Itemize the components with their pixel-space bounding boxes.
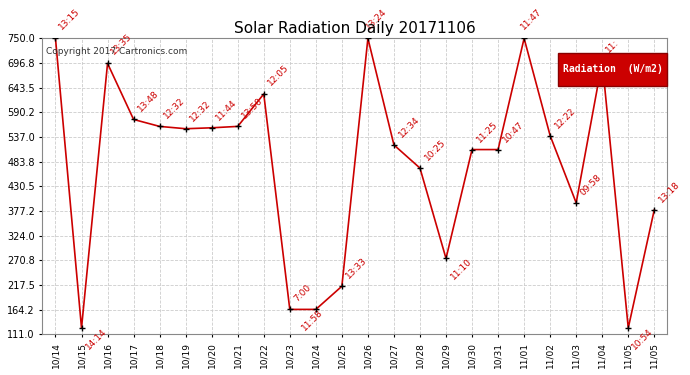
Text: 12:22: 12:22: [553, 106, 577, 130]
Title: Solar Radiation Daily 20171106: Solar Radiation Daily 20171106: [234, 21, 476, 36]
Text: 11:10: 11:10: [448, 257, 473, 282]
Text: 7:00: 7:00: [293, 283, 313, 304]
Text: 13:48: 13:48: [136, 89, 161, 114]
Text: 10:54: 10:54: [629, 327, 654, 351]
Text: 11:58: 11:58: [300, 308, 325, 333]
Text: 11:25: 11:25: [475, 120, 500, 144]
Text: 14:14: 14:14: [84, 327, 108, 351]
Text: 11:: 11:: [604, 38, 620, 55]
Text: 11:44: 11:44: [215, 98, 239, 122]
Text: Copyright 2017 Cartronics.com: Copyright 2017 Cartronics.com: [46, 47, 187, 56]
Text: 12:32: 12:32: [162, 96, 187, 121]
Text: 13:15: 13:15: [57, 7, 81, 32]
Text: 13:24: 13:24: [364, 7, 388, 32]
Text: 13:18: 13:18: [657, 180, 682, 204]
Text: 10:25: 10:25: [422, 138, 447, 162]
Text: 13:35: 13:35: [109, 32, 133, 57]
Text: 11:47: 11:47: [519, 7, 544, 32]
Text: 13:33: 13:33: [344, 256, 369, 280]
Text: 09:58: 09:58: [579, 172, 604, 197]
Text: Radiation  (W/m2): Radiation (W/m2): [563, 64, 662, 75]
Text: 13:50: 13:50: [240, 96, 265, 121]
Text: 12:34: 12:34: [397, 115, 421, 140]
Text: 12:05: 12:05: [266, 63, 291, 87]
Text: 10:47: 10:47: [501, 120, 525, 144]
FancyBboxPatch shape: [558, 53, 667, 86]
Text: 12:32: 12:32: [188, 99, 213, 123]
